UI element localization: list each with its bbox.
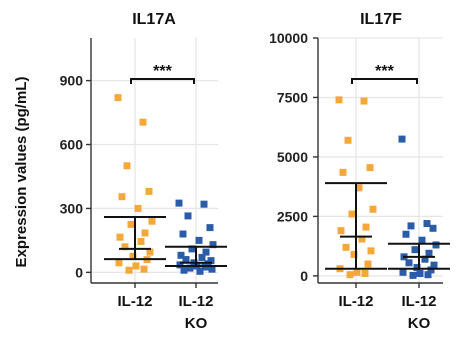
data-point <box>350 250 358 258</box>
data-point <box>407 222 415 230</box>
data-point <box>362 223 370 231</box>
data-point <box>118 193 126 201</box>
data-point <box>416 269 424 277</box>
data-point <box>369 205 377 213</box>
data-point <box>127 220 135 228</box>
panel-il17a: IL17A 0 300 600 900 IL-12 IL-12 KO *** <box>60 11 227 332</box>
data-point <box>409 271 417 279</box>
data-point <box>195 236 203 244</box>
chart-title: IL17F <box>360 11 402 28</box>
data-point <box>346 271 354 279</box>
data-point <box>114 94 122 102</box>
data-point <box>424 271 432 279</box>
data-point <box>116 233 124 241</box>
data-point <box>361 269 369 277</box>
data-point <box>188 245 196 253</box>
data-point <box>200 200 208 208</box>
data-point <box>132 262 140 270</box>
data-point <box>140 265 148 273</box>
data-point <box>355 184 363 192</box>
y-tick-label: 300 <box>60 200 84 216</box>
data-point <box>411 246 419 254</box>
data-point <box>367 247 375 255</box>
data-point <box>146 248 154 256</box>
data-point <box>353 268 361 276</box>
data-point <box>366 164 374 172</box>
data-point <box>139 118 147 126</box>
data-point <box>423 220 431 228</box>
panel-il17f: IL17F 0 2500 5000 7500 10000 IL-12 IL-12 KO *** <box>269 11 450 332</box>
data-point <box>421 255 429 263</box>
data-point <box>198 253 206 261</box>
data-point <box>360 97 368 105</box>
data-point <box>402 230 410 238</box>
y-axis-label: Expression values (pg/mL) <box>13 77 30 268</box>
data-point <box>115 259 123 267</box>
y-tick-label: 0 <box>300 268 308 284</box>
data-point <box>137 237 145 245</box>
significance-label: *** <box>153 63 172 80</box>
y-tick-label: 7500 <box>277 89 308 105</box>
data-point <box>344 136 352 144</box>
significance-label: *** <box>375 63 394 80</box>
significance-bracket <box>130 78 195 84</box>
chart-title: IL17A <box>132 11 176 28</box>
data-point <box>432 241 440 249</box>
data-point <box>430 261 438 269</box>
x-tick-label: IL-12 <box>117 293 152 310</box>
data-point <box>148 217 156 225</box>
data-point <box>180 266 188 274</box>
data-point <box>427 266 435 274</box>
data-point <box>201 263 209 271</box>
data-point <box>364 260 372 268</box>
y-tick-label: 5000 <box>277 149 308 165</box>
data-point <box>208 265 216 273</box>
y-tick-label: 0 <box>75 264 83 280</box>
data-point <box>177 251 185 259</box>
x-tick-label: IL-12 <box>401 293 436 310</box>
data-point <box>425 249 433 257</box>
data-point <box>418 236 426 244</box>
data-point <box>129 252 137 260</box>
data-point <box>175 199 183 207</box>
data-point <box>339 168 347 176</box>
data-point <box>413 264 421 272</box>
x-tick-label: KO <box>185 315 208 332</box>
data-point <box>125 266 133 274</box>
y-tick-label: 900 <box>60 73 84 89</box>
data-point <box>335 96 343 104</box>
x-tick-label: IL-12 <box>338 293 373 310</box>
data-point <box>405 259 413 267</box>
x-tick-label: IL-12 <box>178 293 213 310</box>
data-point <box>342 243 350 251</box>
data-point <box>196 267 204 275</box>
data-point <box>209 241 217 249</box>
y-tick-label: 2500 <box>277 208 308 224</box>
data-point <box>134 204 142 212</box>
data-point <box>206 224 214 232</box>
data-point <box>141 229 149 237</box>
x-tick-label: KO <box>408 315 431 332</box>
data-point <box>186 264 194 272</box>
data-point <box>182 256 190 264</box>
data-point <box>429 224 437 232</box>
data-point <box>398 135 406 143</box>
y-tick-label: 600 <box>60 137 84 153</box>
data-point <box>202 248 210 256</box>
data-point <box>179 230 187 238</box>
data-point <box>123 162 131 170</box>
data-point <box>399 268 407 276</box>
data-point <box>358 235 366 243</box>
data-point <box>121 243 129 251</box>
data-point <box>184 212 192 220</box>
y-tick-label: 10000 <box>269 30 308 46</box>
data-point <box>176 261 184 269</box>
data-point <box>145 187 153 195</box>
data-point <box>337 227 345 235</box>
significance-bracket <box>351 78 418 84</box>
data-point <box>348 210 356 218</box>
